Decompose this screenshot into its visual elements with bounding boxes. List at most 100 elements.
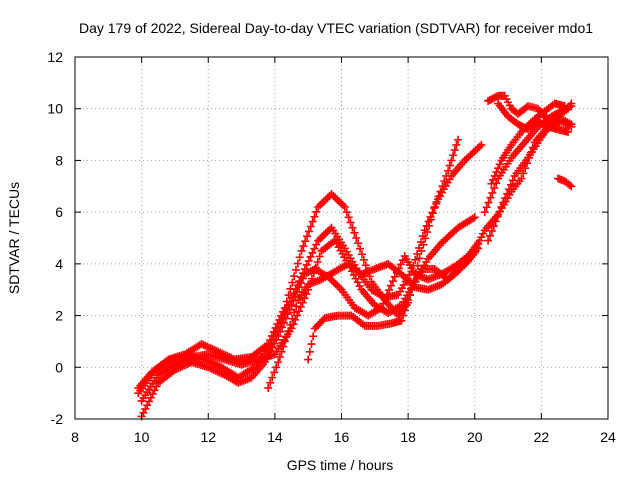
data-point bbox=[350, 228, 359, 237]
data-point bbox=[480, 208, 489, 217]
data-point bbox=[449, 151, 458, 160]
data-point bbox=[170, 365, 179, 374]
data-point bbox=[309, 332, 318, 341]
data-point bbox=[145, 397, 154, 406]
data-point bbox=[386, 281, 395, 290]
data-point bbox=[206, 364, 215, 373]
data-point bbox=[489, 222, 498, 231]
data-point bbox=[432, 199, 441, 208]
data-point bbox=[150, 386, 159, 395]
data-point bbox=[274, 332, 283, 341]
data-point bbox=[165, 356, 174, 365]
x-tick-label: 20 bbox=[467, 429, 483, 445]
y-tick-label: 4 bbox=[55, 256, 63, 272]
data-point bbox=[211, 366, 220, 375]
data-point bbox=[477, 140, 486, 149]
data-point bbox=[348, 223, 357, 232]
data-point bbox=[303, 232, 312, 241]
data-point bbox=[310, 212, 319, 221]
data-point bbox=[495, 160, 504, 169]
data-point bbox=[407, 285, 416, 294]
data-point bbox=[143, 401, 152, 410]
data-point bbox=[487, 179, 496, 188]
y-tick-label: 12 bbox=[47, 49, 63, 65]
data-point bbox=[304, 355, 313, 364]
data-point bbox=[297, 246, 306, 255]
data-point bbox=[381, 294, 390, 303]
data-point bbox=[276, 327, 285, 336]
data-point bbox=[207, 365, 216, 374]
data-point bbox=[182, 360, 191, 369]
data-point bbox=[286, 320, 295, 329]
data-point bbox=[308, 217, 317, 226]
data-point bbox=[430, 204, 439, 213]
data-point bbox=[402, 301, 411, 310]
data-point bbox=[487, 226, 496, 235]
data-point bbox=[485, 231, 494, 240]
data-point bbox=[213, 367, 222, 376]
data-marks bbox=[134, 91, 576, 421]
data-point bbox=[493, 212, 502, 221]
x-tick-label: 14 bbox=[267, 429, 283, 445]
data-point bbox=[308, 248, 317, 257]
data-point bbox=[415, 243, 424, 252]
data-point bbox=[508, 176, 517, 185]
data-point bbox=[204, 343, 213, 352]
data-point bbox=[489, 175, 498, 184]
data-point bbox=[183, 359, 192, 368]
data-point bbox=[290, 308, 299, 317]
data-point bbox=[178, 362, 187, 371]
data-point bbox=[418, 232, 427, 241]
data-point bbox=[293, 259, 302, 268]
data-point bbox=[304, 256, 313, 265]
data-point bbox=[272, 363, 281, 372]
data-point bbox=[411, 255, 420, 264]
data-point bbox=[413, 273, 422, 282]
x-tick-label: 18 bbox=[400, 429, 416, 445]
data-point bbox=[277, 347, 286, 356]
data-point bbox=[385, 286, 394, 295]
data-point bbox=[495, 207, 504, 216]
data-point bbox=[141, 404, 150, 413]
y-axis: -2 0 2 4 6 8 10 12 bbox=[47, 49, 608, 427]
data-point bbox=[274, 358, 283, 367]
data-point bbox=[486, 193, 495, 202]
data-point bbox=[346, 218, 355, 227]
data-point bbox=[139, 408, 148, 417]
data-point bbox=[292, 302, 301, 311]
data-point bbox=[397, 316, 406, 325]
data-point bbox=[203, 342, 212, 351]
data-point bbox=[310, 244, 319, 253]
data-point bbox=[295, 283, 304, 292]
data-point bbox=[148, 390, 157, 399]
data-point bbox=[505, 185, 514, 194]
data-point bbox=[174, 364, 183, 373]
x-tick-label: 8 bbox=[71, 429, 79, 445]
data-point bbox=[315, 252, 324, 261]
data-point bbox=[506, 180, 515, 189]
x-tick-label: 10 bbox=[134, 429, 150, 445]
data-point bbox=[176, 363, 185, 372]
data-point bbox=[298, 298, 307, 307]
data-point bbox=[501, 194, 510, 203]
data-point bbox=[204, 363, 213, 372]
data-point bbox=[152, 382, 161, 391]
y-axis-label: SDTVAR / TECUs bbox=[6, 182, 22, 294]
data-point bbox=[295, 253, 304, 262]
data-point bbox=[398, 256, 407, 265]
data-point bbox=[490, 184, 499, 193]
data-point bbox=[361, 261, 370, 270]
data-point bbox=[307, 340, 316, 349]
data-point bbox=[415, 269, 424, 278]
data-point bbox=[215, 368, 224, 377]
data-point bbox=[377, 303, 386, 312]
data-point bbox=[217, 369, 226, 378]
data-point bbox=[288, 278, 297, 287]
data-point bbox=[491, 217, 500, 226]
y-tick-label: 10 bbox=[47, 101, 63, 117]
data-point bbox=[279, 342, 288, 351]
data-point bbox=[297, 279, 306, 288]
data-point bbox=[490, 171, 499, 180]
data-point bbox=[201, 341, 210, 350]
data-point bbox=[492, 168, 501, 177]
